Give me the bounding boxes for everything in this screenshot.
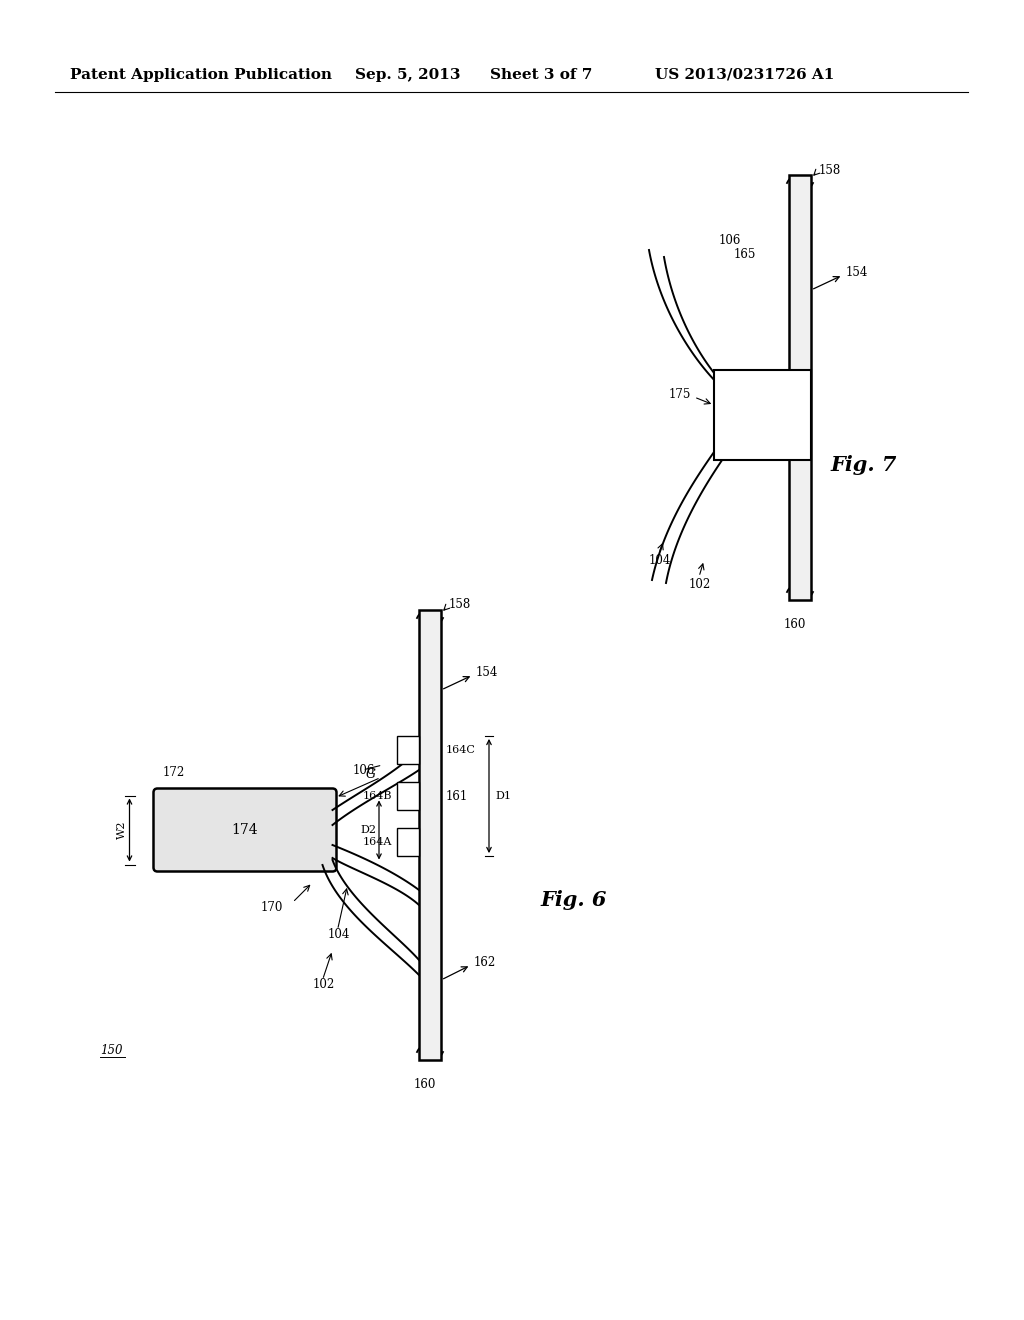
Text: 170: 170	[722, 387, 744, 400]
Text: 106: 106	[352, 763, 375, 776]
Bar	[397, 828, 419, 855]
Text: 150: 150	[100, 1044, 123, 1056]
FancyBboxPatch shape	[154, 788, 337, 871]
Text: 174: 174	[231, 822, 258, 837]
Text: 172: 172	[163, 766, 184, 779]
Text: 160: 160	[414, 1078, 436, 1092]
Text: Patent Application Publication: Patent Application Publication	[70, 69, 332, 82]
Text: 102: 102	[689, 578, 712, 591]
Text: 161: 161	[752, 418, 774, 432]
Text: D1: D1	[495, 791, 511, 801]
Text: 104: 104	[328, 928, 350, 941]
Text: Sep. 5, 2013: Sep. 5, 2013	[355, 69, 461, 82]
Text: Sheet 3 of 7: Sheet 3 of 7	[490, 69, 592, 82]
Text: Fig. 6: Fig. 6	[540, 890, 606, 909]
Text: 164B: 164B	[362, 791, 392, 801]
Bar	[790, 176, 811, 601]
Text: 158: 158	[819, 164, 842, 177]
Text: 158: 158	[449, 598, 471, 611]
Text: 165: 165	[734, 248, 757, 261]
Text: US 2013/0231726 A1: US 2013/0231726 A1	[655, 69, 835, 82]
Text: G: G	[366, 768, 376, 781]
Text: 160: 160	[783, 619, 806, 631]
Text: 104: 104	[649, 553, 672, 566]
Text: 161: 161	[446, 789, 468, 803]
Text: Fig. 7: Fig. 7	[830, 455, 896, 475]
Text: 102: 102	[312, 978, 335, 991]
Text: 154: 154	[476, 665, 499, 678]
Text: 164C: 164C	[446, 744, 476, 755]
Text: W2: W2	[117, 821, 127, 840]
Text: 164A: 164A	[362, 837, 392, 847]
Bar	[714, 370, 811, 459]
Text: 162: 162	[474, 956, 497, 969]
Text: 175: 175	[669, 388, 691, 401]
Bar	[397, 737, 419, 764]
Text: 170: 170	[260, 902, 283, 913]
Bar	[397, 781, 419, 810]
Bar	[419, 610, 441, 1060]
Text: D2: D2	[360, 825, 376, 836]
Text: 106: 106	[719, 234, 741, 247]
Text: 154: 154	[846, 265, 868, 279]
